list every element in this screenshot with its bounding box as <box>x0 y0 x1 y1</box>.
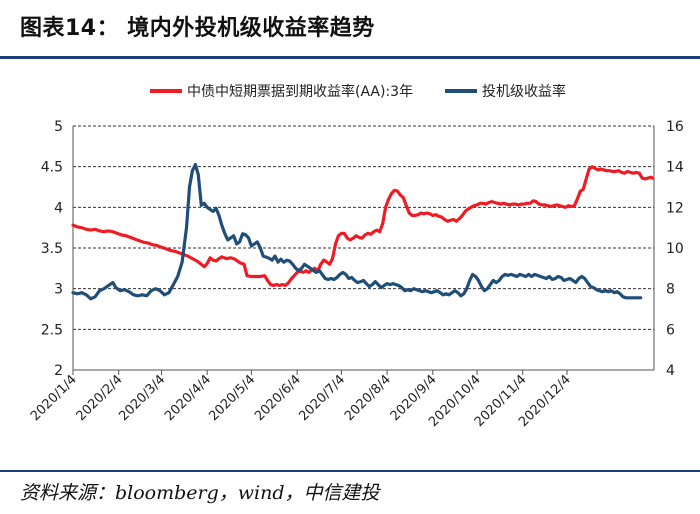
x-tick-label: 2020/6/4 <box>252 372 304 424</box>
y-right-tick-label: 6 <box>666 322 675 338</box>
series-line-blue <box>71 163 643 301</box>
y-left-tick-label: 3 <box>54 282 63 298</box>
footer-rule <box>0 470 700 472</box>
x-tick-label: 2020/2/4 <box>74 372 126 424</box>
y-left-tick-label: 2.5 <box>41 322 63 338</box>
source-note: 资料来源：bloomberg，wind，中信建投 <box>20 482 380 504</box>
x-tick-label: 2020/3/4 <box>116 372 168 424</box>
legend-label-red: 中债中短期票据到期收益率(AA):3年 <box>187 83 413 100</box>
figure-title: 图表14： 境内外投机级收益率趋势 <box>20 16 375 41</box>
line-chart: 2 2.5 3 3.5 4 4.5 5 4 6 8 10 12 14 16 2020/1/42020/2/4… <box>28 83 684 430</box>
y-left-tick-label: 3.5 <box>41 241 63 257</box>
title-rule <box>0 56 700 59</box>
x-tick-label: 2020/8/4 <box>342 372 394 424</box>
y-left-tick-label: 4.5 <box>41 160 63 176</box>
y-right-tick-label: 4 <box>666 363 675 379</box>
y-right-tick-label: 10 <box>666 241 684 257</box>
y-right-tick-label: 12 <box>666 200 684 216</box>
x-tick-label: 2020/1/4 <box>28 372 80 424</box>
legend-label-blue: 投机级收益率 <box>482 83 566 100</box>
x-tick-label: 2020/4/4 <box>162 372 214 424</box>
x-tick-label: 2020/5/4 <box>206 372 258 424</box>
y-left-tick-label: 5 <box>54 119 63 135</box>
y-right-tick-label: 8 <box>666 282 675 298</box>
chart-area: 2 2.5 3 3.5 4 4.5 5 4 6 8 10 12 14 16 2020/1/4 2020/2/4… <box>0 60 700 468</box>
x-tick-label: 2020/7/4 <box>296 372 348 424</box>
y-right-tick-label: 16 <box>666 119 684 135</box>
y-left-tick-label: 2 <box>54 363 63 379</box>
title-bar: 图表14： 境内外投机级收益率趋势 <box>0 0 700 56</box>
y-left-tick-label: 4 <box>54 200 63 216</box>
series-line-red <box>71 165 655 287</box>
y-right-tick-label: 14 <box>666 160 684 176</box>
